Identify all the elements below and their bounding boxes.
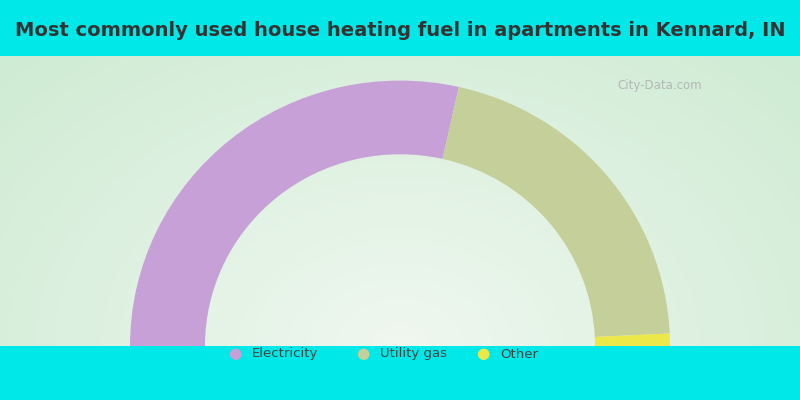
Text: ●: ● bbox=[476, 346, 489, 362]
Wedge shape bbox=[130, 80, 459, 346]
Wedge shape bbox=[594, 334, 670, 346]
Text: ●: ● bbox=[356, 346, 369, 362]
Text: Other: Other bbox=[500, 348, 538, 360]
Text: Utility gas: Utility gas bbox=[380, 348, 447, 360]
Text: City-Data.com: City-Data.com bbox=[618, 79, 702, 92]
Text: ●: ● bbox=[228, 346, 241, 362]
Text: Most commonly used house heating fuel in apartments in Kennard, IN: Most commonly used house heating fuel in… bbox=[14, 20, 786, 40]
Text: Electricity: Electricity bbox=[252, 348, 318, 360]
Wedge shape bbox=[442, 87, 670, 337]
